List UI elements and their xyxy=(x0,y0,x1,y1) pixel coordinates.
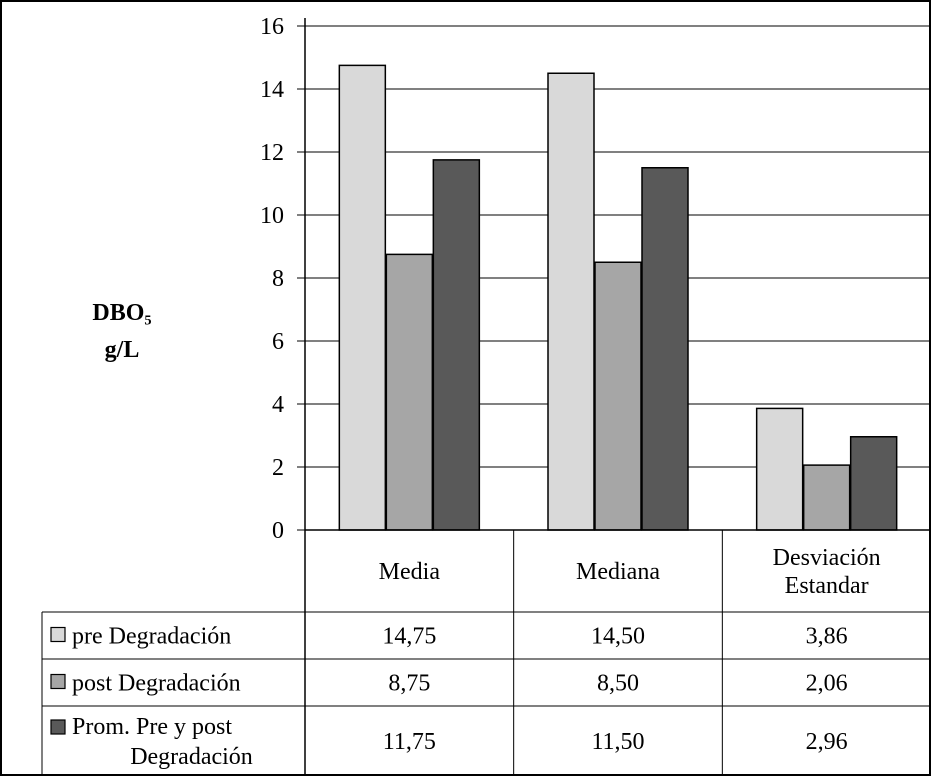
series-name: pre Degradación xyxy=(72,624,231,650)
y-axis-unit-label: g/L xyxy=(105,337,140,363)
data-label: 14,75 xyxy=(382,624,436,650)
series-name: post Degradación xyxy=(72,671,241,697)
legend-key xyxy=(50,719,66,735)
category-label: Mediana xyxy=(576,559,660,585)
y-tick-label: 12 xyxy=(260,140,284,166)
axis-layer: 0 2 4 6 8 10 12 14 16 xyxy=(260,14,931,776)
data-label: 11,50 xyxy=(591,729,644,755)
y-tick-label: 16 xyxy=(260,14,284,40)
y-tick-label: 2 xyxy=(272,455,284,481)
bar xyxy=(849,436,898,531)
data-label: 8,50 xyxy=(597,671,639,697)
bar xyxy=(338,64,387,531)
bar xyxy=(432,159,481,531)
bar xyxy=(641,167,689,531)
data-label: 2,06 xyxy=(806,671,848,697)
y-axis-label: DBO₅ xyxy=(92,300,151,326)
data-label: 11,75 xyxy=(383,729,436,755)
category-label: Estandar xyxy=(785,573,869,599)
data-label: 14,50 xyxy=(591,624,645,650)
category-label: Desviación xyxy=(773,545,881,571)
bar xyxy=(547,72,595,531)
y-tick-label: 8 xyxy=(272,266,284,292)
y-tick-label: 10 xyxy=(260,203,284,229)
bar xyxy=(802,464,851,531)
y-tick-label: 0 xyxy=(272,518,284,544)
bar xyxy=(385,253,434,531)
bar xyxy=(594,261,642,531)
y-tick-label: 14 xyxy=(260,77,284,103)
series-name: Prom. Pre y post xyxy=(72,714,232,740)
legend-key xyxy=(50,626,66,643)
bar xyxy=(755,407,804,531)
category-label: Media xyxy=(379,559,441,585)
bar-layer xyxy=(338,64,898,531)
data-label: 2,96 xyxy=(806,729,848,755)
data-label: 3,86 xyxy=(806,624,848,650)
y-tick-label: 6 xyxy=(272,329,284,355)
series-name: Degradación xyxy=(130,744,253,770)
y-tick-label: 4 xyxy=(272,392,284,418)
data-label: 8,75 xyxy=(388,671,430,697)
legend-key xyxy=(50,673,66,690)
